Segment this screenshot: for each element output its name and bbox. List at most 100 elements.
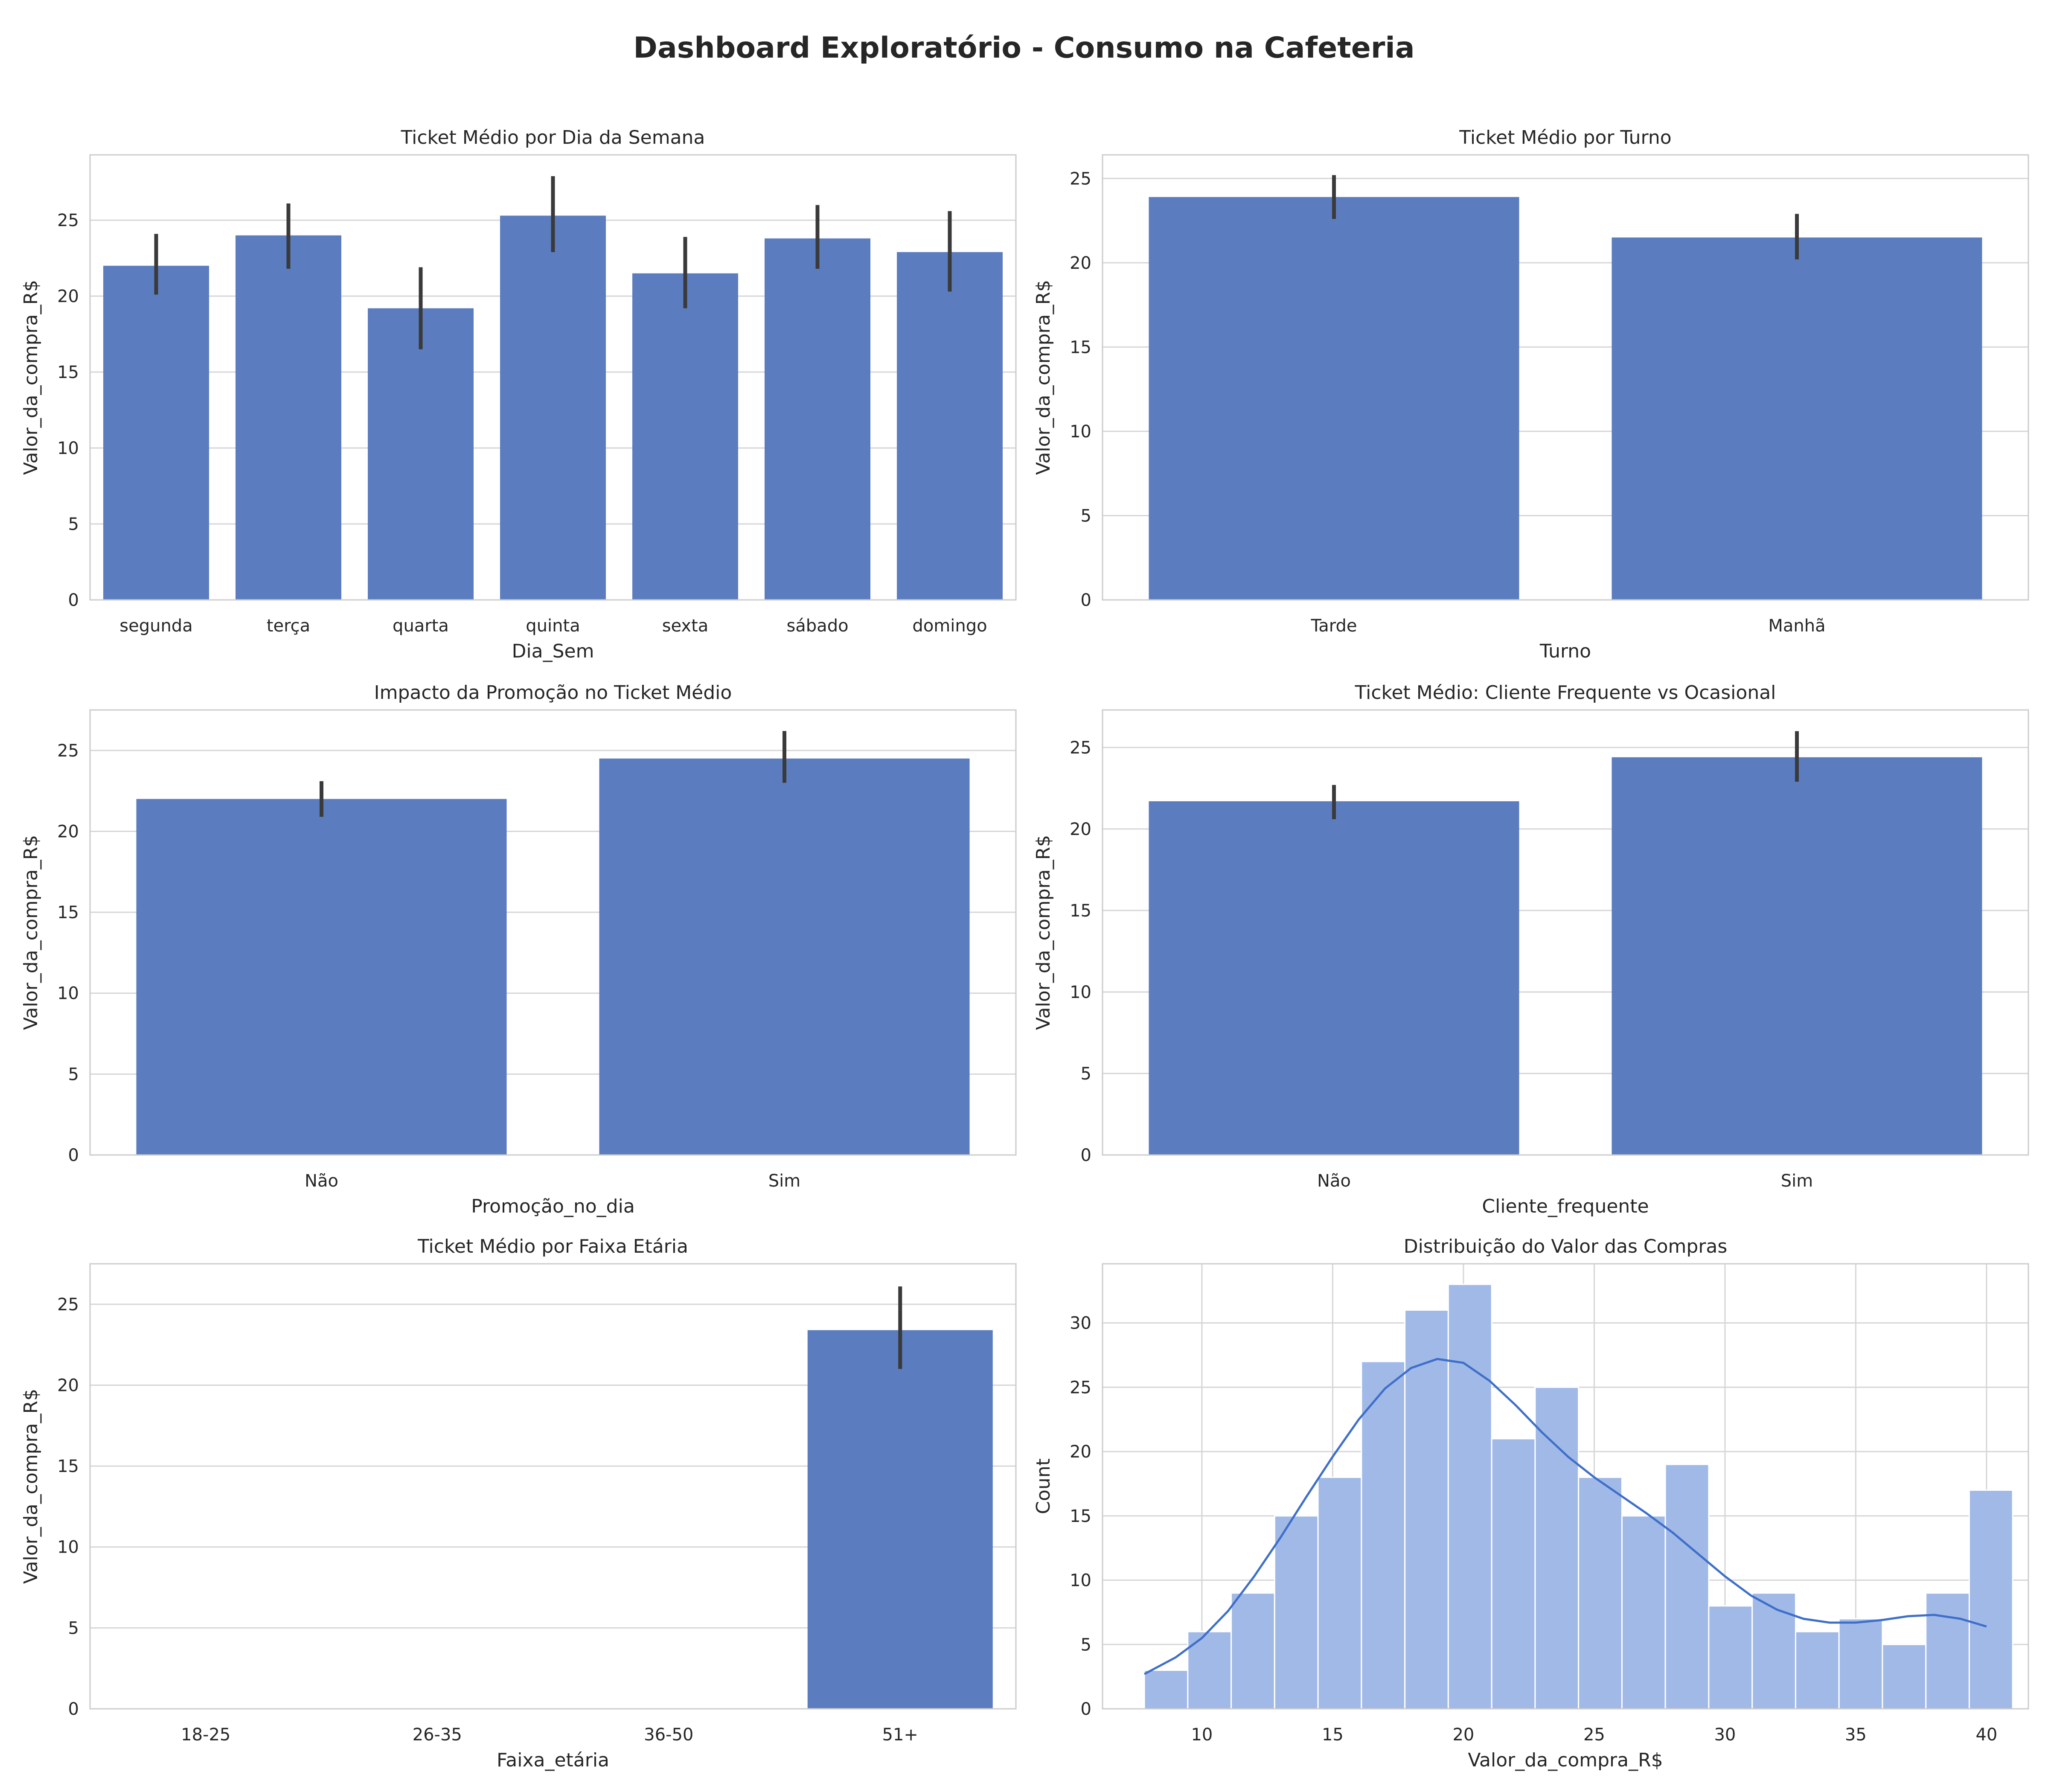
histogram-bin xyxy=(1491,1438,1536,1710)
histogram-bin xyxy=(1795,1631,1840,1710)
y-tick-label: 5 xyxy=(68,1618,79,1638)
y-tick-label: 10 xyxy=(57,439,79,458)
chart-title: Ticket Médio por Faixa Etária xyxy=(417,1236,688,1257)
histogram-bin xyxy=(1143,1670,1189,1710)
x-tick-label: sexta xyxy=(662,616,709,636)
plot-frame xyxy=(89,709,1017,1156)
dashboard-title: Dashboard Exploratório - Consumo na Cafe… xyxy=(633,31,1414,65)
x-tick-label: 51+ xyxy=(882,1725,918,1745)
x-tick-label: Manhã xyxy=(1768,616,1825,636)
chart-title: Ticket Médio por Dia da Semana xyxy=(401,127,705,148)
y-tick-label: 15 xyxy=(57,903,79,922)
x-tick-label: 36-50 xyxy=(644,1725,693,1745)
chart-panel-1: Ticket Médio por Dia da Semana 0 5 10 15 20 25… xyxy=(20,127,1017,662)
y-tick-label: 20 xyxy=(57,822,79,841)
x-tick-label: 10 xyxy=(1191,1725,1213,1745)
y-tick-label: 10 xyxy=(1070,422,1091,442)
y-tick-label: 25 xyxy=(1070,169,1091,189)
plot-frame xyxy=(1102,709,2029,1156)
histogram-bin xyxy=(1838,1618,1883,1710)
y-tick-label: 10 xyxy=(1070,1571,1091,1591)
plot-frame xyxy=(1102,1263,2029,1710)
y-tick-label: 15 xyxy=(1070,901,1091,921)
y-tick-label: 25 xyxy=(57,211,79,230)
histogram-bin xyxy=(1968,1489,2013,1710)
y-axis-label: Count xyxy=(1033,1458,1054,1514)
histogram-bin xyxy=(1882,1644,1927,1710)
y-tick-label: 20 xyxy=(1070,820,1091,839)
y-tick-label: 0 xyxy=(1081,1699,1091,1719)
x-axis-label: Dia_Sem xyxy=(512,640,594,662)
bar-Não xyxy=(1149,801,1519,1155)
y-tick-label: 0 xyxy=(1081,591,1091,610)
y-tick-label: 20 xyxy=(57,1376,79,1395)
x-tick-label: 35 xyxy=(1845,1725,1867,1745)
y-tick-label: 15 xyxy=(1070,1507,1091,1526)
x-tick-label: Não xyxy=(1317,1171,1351,1191)
y-tick-label: 25 xyxy=(57,1295,79,1315)
y-tick-label: 0 xyxy=(68,1146,79,1165)
bar-quinta xyxy=(500,215,606,600)
y-axis-label: Valor_da_compra_R$ xyxy=(1033,280,1054,475)
chart-panel-2: Ticket Médio por Turno 0 5 10 15 20 25 Tarde Man… xyxy=(1033,127,2029,662)
x-tick-label: 25 xyxy=(1583,1725,1605,1745)
y-tick-label: 0 xyxy=(1081,1146,1091,1165)
x-tick-label: segunda xyxy=(119,616,192,636)
y-tick-label: 10 xyxy=(1070,983,1091,1002)
chart-title: Ticket Médio por Turno xyxy=(1459,127,1671,148)
x-tick-label: sábado xyxy=(786,616,848,636)
histogram-bin xyxy=(1231,1592,1275,1710)
y-tick-label: 0 xyxy=(68,591,79,610)
x-tick-label: domingo xyxy=(912,616,987,636)
chart-title: Impacto da Promoção no Ticket Médio xyxy=(374,682,732,704)
x-tick-label: quarta xyxy=(393,616,449,636)
y-axis-label: Valor_da_compra_R$ xyxy=(20,280,42,475)
bar-Não xyxy=(136,799,507,1155)
y-tick-label: 10 xyxy=(57,1538,79,1557)
y-tick-label: 25 xyxy=(1070,1378,1091,1397)
x-axis-label: Cliente_frequente xyxy=(1482,1196,1649,1217)
x-tick-label: 18-25 xyxy=(181,1725,230,1745)
y-tick-label: 30 xyxy=(1070,1314,1091,1333)
chart-title: Ticket Médio: Cliente Frequente vs Ocasi… xyxy=(1355,682,1776,704)
x-axis-label: Promoção_no_dia xyxy=(471,1196,635,1217)
chart-panel-6: Distribuição do Valor das Compras 0 5 10 15 2… xyxy=(1033,1236,2029,1771)
histogram-bin xyxy=(1578,1476,1623,1710)
x-tick-label: Sim xyxy=(1781,1171,1813,1191)
histogram-bin xyxy=(1361,1361,1406,1710)
chart-panel-4: Ticket Médio: Cliente Frequente vs Ocasi… xyxy=(1033,682,2029,1217)
histogram-bin xyxy=(1925,1592,1970,1710)
y-tick-label: 5 xyxy=(1081,506,1091,526)
histogram-bin xyxy=(1621,1515,1666,1710)
x-tick-label: 15 xyxy=(1322,1725,1344,1745)
y-tick-label: 5 xyxy=(68,1065,79,1084)
histogram-bin xyxy=(1534,1386,1580,1710)
x-axis-label: Turno xyxy=(1539,640,1591,662)
histogram-bin xyxy=(1404,1309,1449,1710)
bar-Sim xyxy=(599,758,970,1155)
bar-domingo xyxy=(897,252,1003,600)
y-tick-label: 25 xyxy=(1070,738,1091,758)
y-tick-label: 10 xyxy=(57,984,79,1004)
x-axis-label: Valor_da_compra_R$ xyxy=(1468,1749,1663,1771)
y-tick-label: 25 xyxy=(57,741,79,761)
x-tick-label: quinta xyxy=(526,616,580,636)
x-tick-label: 30 xyxy=(1714,1725,1736,1745)
histogram-bin xyxy=(1751,1592,1796,1710)
chart-panel-5: Ticket Médio por Faixa Etária 0 5 10 15 20 25 1… xyxy=(20,1236,1017,1771)
plot-frame xyxy=(1102,154,2029,601)
y-axis-label: Valor_da_compra_R$ xyxy=(20,835,42,1030)
bar-sexta xyxy=(632,273,738,600)
x-tick-label: 26-35 xyxy=(413,1725,462,1745)
histogram-bin xyxy=(1274,1515,1319,1710)
x-tick-label: terça xyxy=(267,616,310,636)
histogram-bin xyxy=(1664,1463,1710,1710)
y-tick-label: 15 xyxy=(1070,337,1091,357)
y-tick-label: 15 xyxy=(57,1457,79,1476)
y-tick-label: 5 xyxy=(68,515,79,534)
histogram-bin xyxy=(1708,1605,1753,1710)
bar-quarta xyxy=(368,308,474,600)
bar-segunda xyxy=(103,265,209,600)
y-axis-label: Valor_da_compra_R$ xyxy=(20,1389,42,1584)
